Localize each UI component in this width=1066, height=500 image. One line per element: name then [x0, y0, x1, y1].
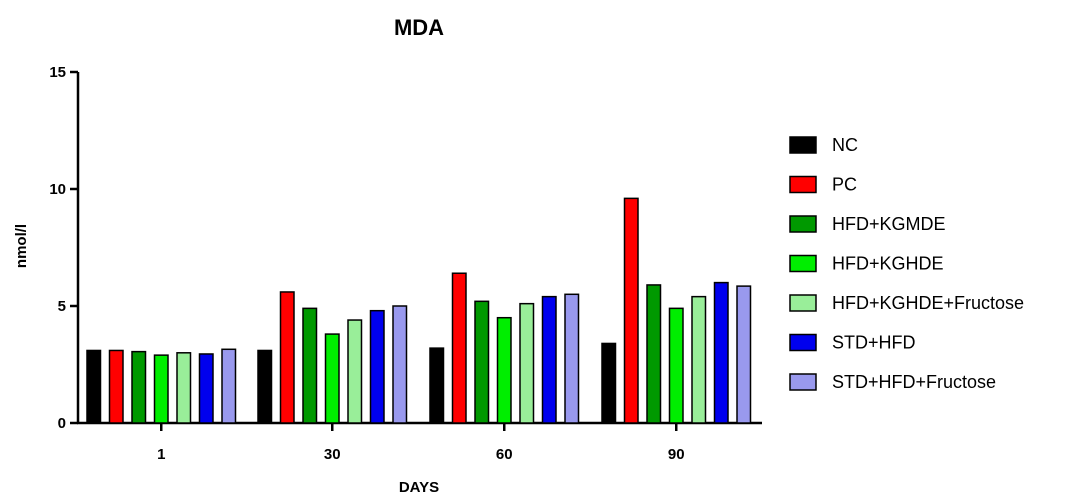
x-tick-label: 60: [496, 446, 513, 463]
bar-nc-day-1: [86, 349, 102, 424]
bar-hfd-kghde-fructose-day-60: [519, 302, 535, 424]
bar-nc-day-60: [429, 347, 445, 424]
bar-nc-day-90: [601, 342, 617, 424]
bars: [86, 197, 752, 424]
legend-swatch: [789, 215, 817, 233]
legend-swatch: [789, 373, 817, 391]
legend-swatch: [789, 333, 817, 352]
y-ticks: 0 5 10 15: [49, 64, 78, 432]
legend-label: STD+HFD+Fructose: [832, 372, 996, 392]
y-tick-label: 5: [58, 298, 66, 315]
y-tick-label: 15: [49, 64, 66, 81]
bar-hfd-kghde-fructose-day-30: [347, 319, 363, 424]
legend-swatch: [789, 136, 817, 154]
bar-pc-day-60: [451, 272, 467, 424]
legend: NC PC HFD+KGMDE HFD+KGHDE HFD+KGHDE+Fructose…: [789, 135, 1024, 392]
x-tick-label: 90: [668, 446, 685, 463]
bar-std-hfd-day-90: [713, 281, 729, 424]
legend-label: HFD+KGMDE: [832, 214, 946, 234]
bar-hfd-kghde-day-90: [668, 307, 684, 424]
bar-pc-day-90: [623, 197, 639, 424]
bar-hfd-kghde-fructose-day-90: [691, 295, 707, 424]
bar-hfd-kghde-day-1: [153, 354, 169, 424]
y-axis-label: nmol/l: [13, 224, 30, 268]
legend-swatch: [789, 254, 817, 273]
bar-nc-day-30: [257, 349, 273, 424]
legend-swatch: [789, 175, 817, 194]
bar-std-hfd-fructose-day-60: [564, 293, 580, 424]
bar-hfd-kghde-day-30: [324, 333, 340, 424]
x-tick-label: 1: [157, 446, 165, 463]
legend-label: PC: [832, 175, 857, 195]
x-ticks: 1 30 60 90: [157, 423, 685, 463]
bar-std-hfd-day-1: [198, 353, 214, 424]
legend-label: HFD+KGHDE+Fructose: [832, 293, 1024, 313]
y-tick-label: 0: [58, 415, 66, 432]
bar-hfd-kgmde-day-90: [646, 284, 662, 424]
bar-std-hfd-fructose-day-90: [736, 285, 752, 424]
bar-hfd-kgmde-day-1: [131, 350, 147, 424]
legend-label: HFD+KGHDE: [832, 254, 944, 274]
bar-pc-day-1: [108, 349, 124, 424]
bar-hfd-kghde-day-60: [496, 316, 512, 424]
bar-std-hfd-fructose-day-30: [392, 305, 408, 424]
y-tick-label: 10: [49, 181, 66, 198]
bar-hfd-kgmde-day-30: [302, 307, 318, 424]
chart-title: MDA: [394, 15, 444, 40]
bar-hfd-kghde-fructose-day-1: [176, 352, 192, 424]
x-tick-label: 30: [324, 446, 341, 463]
legend-swatch: [789, 294, 817, 312]
bar-std-hfd-day-30: [369, 309, 385, 424]
x-axis-label: DAYS: [399, 479, 439, 496]
bar-pc-day-30: [279, 291, 295, 424]
legend-label: NC: [832, 135, 858, 155]
legend-label: STD+HFD: [832, 333, 916, 353]
bar-std-hfd-fructose-day-1: [221, 348, 237, 424]
bar-std-hfd-day-60: [541, 295, 557, 424]
bar-hfd-kgmde-day-60: [474, 300, 490, 424]
